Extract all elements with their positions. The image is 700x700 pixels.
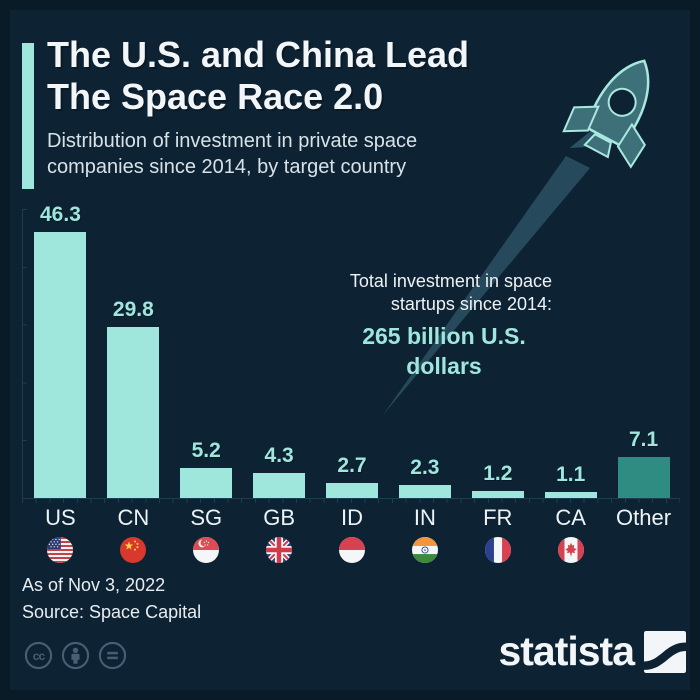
gb-flag bbox=[266, 537, 293, 563]
in-flag bbox=[411, 537, 438, 563]
subtitle-line-2: companies since 2014, by target country bbox=[47, 156, 407, 179]
statista-logo[interactable]: statista bbox=[498, 628, 686, 675]
category-label: ID bbox=[341, 505, 363, 530]
page-title: The U.S. and China Lead The Space Race 2… bbox=[47, 34, 469, 119]
bar-column: 2.3 IN bbox=[388, 455, 461, 563]
svg-text:cc: cc bbox=[33, 649, 46, 663]
bar-value-label: 2.7 bbox=[337, 453, 367, 477]
bar-chart: 46.3 US 29.8 CN 5.2 SG 4.3 GB bbox=[22, 200, 680, 563]
cn-flag bbox=[120, 537, 147, 563]
subtitle-line-1: Distribution of investment in private sp… bbox=[47, 129, 418, 152]
bar bbox=[617, 457, 670, 498]
bar bbox=[107, 326, 160, 498]
bar bbox=[34, 232, 87, 498]
bar bbox=[398, 484, 451, 498]
category-label: GB bbox=[263, 505, 295, 530]
bar-value-label: 29.8 bbox=[112, 297, 154, 321]
bar bbox=[180, 468, 233, 498]
title-line-2: The Space Race 2.0 bbox=[47, 76, 384, 118]
bar-value-label: 5.2 bbox=[191, 439, 221, 463]
x-axis bbox=[22, 498, 680, 503]
cc-license-badges: cc bbox=[24, 641, 127, 670]
category-label: FR bbox=[483, 505, 513, 530]
bar-column: 29.8 CN bbox=[97, 297, 170, 563]
no-derivatives-icon[interactable] bbox=[98, 641, 127, 670]
creative-commons-icon[interactable]: cc bbox=[24, 641, 53, 670]
bar-column: 2.7 ID bbox=[316, 453, 389, 563]
bar bbox=[471, 491, 524, 498]
bar-value-label: 7.1 bbox=[628, 428, 659, 452]
annotation-line-2: startups since 2014: bbox=[390, 294, 552, 315]
sg-flag bbox=[193, 537, 220, 563]
bar-value-label: 2.3 bbox=[410, 455, 440, 479]
statista-s-icon bbox=[644, 630, 686, 673]
bar-column: 5.2 SG bbox=[170, 439, 243, 563]
title-line-1: The U.S. and China Lead bbox=[47, 34, 470, 75]
fr-flag bbox=[484, 537, 511, 563]
bar-value-label: 1.1 bbox=[556, 462, 586, 486]
bar-column: 4.3 GB bbox=[243, 444, 316, 563]
category-label: US bbox=[45, 505, 76, 530]
subtitle: Distribution of investment in private sp… bbox=[47, 128, 469, 181]
bar-column: 1.1 CA bbox=[534, 462, 607, 563]
category-label: CN bbox=[117, 505, 150, 530]
footnote: As of Nov 3, 2022 Source: Space Capital bbox=[22, 572, 201, 627]
as-of-date: As of Nov 3, 2022 bbox=[22, 575, 166, 595]
annotation-highlight: 265 billion U.S. dollars bbox=[362, 323, 526, 379]
bar bbox=[326, 482, 378, 498]
id-flag bbox=[339, 537, 365, 563]
ca-flag bbox=[557, 537, 584, 563]
category-label: CA bbox=[555, 505, 586, 530]
title-accent-bar bbox=[22, 43, 34, 189]
bar bbox=[544, 491, 597, 498]
category-label: SG bbox=[190, 505, 223, 530]
us-flag bbox=[47, 537, 74, 563]
category-label: Other bbox=[616, 505, 672, 530]
bar-column: 7.1 Other bbox=[607, 428, 680, 530]
x-axis-ticks bbox=[22, 499, 680, 503]
bar-value-label: 46.3 bbox=[40, 203, 81, 226]
annotation-line-1: Total investment in space bbox=[349, 271, 552, 291]
bar-value-label: 1.2 bbox=[483, 462, 513, 486]
y-axis bbox=[22, 209, 27, 499]
bar bbox=[253, 473, 306, 498]
total-investment-annotation: Total investment in space startups since… bbox=[326, 270, 562, 381]
category-label: IN bbox=[413, 505, 436, 530]
bar-column: 46.3 US bbox=[24, 203, 97, 563]
bar-value-label: 4.3 bbox=[264, 444, 294, 468]
bar-column: 1.2 FR bbox=[461, 462, 534, 563]
source-credit: Source: Space Capital bbox=[22, 602, 202, 623]
statista-logo-text: statista bbox=[498, 628, 635, 674]
chart-columns: 46.3 US 29.8 CN 5.2 SG 4.3 GB bbox=[24, 200, 680, 563]
attribution-icon[interactable] bbox=[61, 641, 90, 670]
